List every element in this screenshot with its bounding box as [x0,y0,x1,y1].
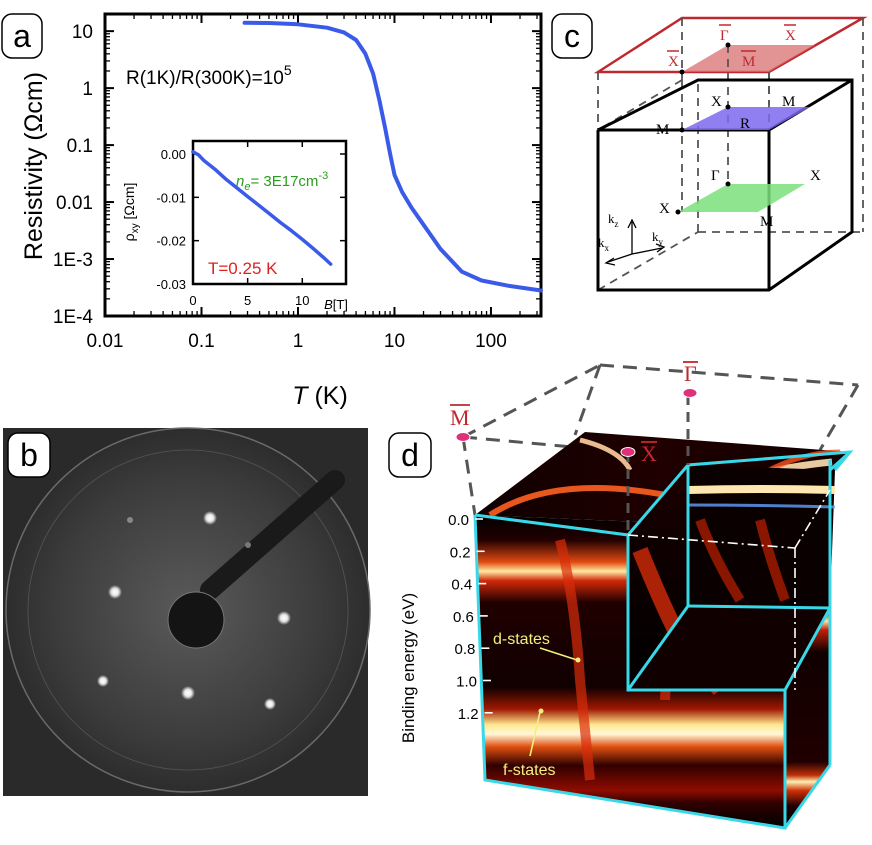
panel-c: c [551,13,868,292]
svg-text:kx: kx [598,235,610,253]
y-tick-label: 10 [72,22,93,43]
svg-text:R: R [740,116,750,132]
plane-gamma [678,184,805,212]
ratio-annotation: R(1K)/R(300K)=105 [126,62,292,89]
hall-curve [191,150,333,266]
inset-ylabel: ρxy [Ωcm] [121,183,141,242]
energy-tick-label: 0.2 [450,544,471,561]
surface-bz-quadrant [682,45,815,72]
inset-y-tick-label: 0.00 [161,147,186,162]
energy-tick-label: 0.0 [448,512,469,529]
d-states-label: d-states [493,631,550,648]
panel-b: b [3,427,371,796]
inset-y-tick-label: -0.02 [156,234,186,249]
svg-text:M: M [782,94,795,110]
svg-text:c: c [564,18,580,54]
diffraction-spots [97,511,291,710]
panel-label-b: b [7,432,51,478]
bz-points [675,42,731,215]
k-axis-labels: kz ky kx [598,211,664,253]
main-plot-frame [103,12,543,318]
main-xlabel: T (K) [292,382,348,410]
energy-tick-label: 1.2 [458,706,479,723]
gun-shaft [200,470,345,600]
inset-ticks: 0 5 10 0.00 -0.01 -0.02 -0.03 [156,141,346,308]
inset-x-tick-label: 10 [295,293,309,308]
x-tick-label: 0.1 [188,331,214,352]
svg-text:kz: kz [608,211,619,229]
bz-labels: Γ X X M X M M R Γ X X M [656,24,821,230]
svg-text:X: X [641,441,657,466]
svg-text:X: X [785,28,796,44]
x-tick-label: 0.01 [87,331,124,352]
svg-text:M: M [656,122,669,138]
inset-x-tick-label: 0 [189,293,196,308]
svg-text:b: b [20,437,38,473]
axis-guides [627,489,831,690]
svg-text:d: d [401,437,419,473]
gun-shadow [167,591,225,649]
panel-label-d: d [388,432,432,478]
energy-tick-label: 0.8 [455,641,476,658]
x-tick-label: 100 [475,331,507,352]
panel-label-a: a [1,13,43,59]
svg-text:M: M [760,214,773,230]
energy-tick-label: 1.0 [456,674,477,691]
svg-text:M: M [450,405,470,430]
energy-ticks: 0.0 0.2 0.4 0.6 0.8 1.0 1.2 [448,512,493,723]
y-tick-label: 1E-4 [53,307,94,328]
k-axes [604,218,666,266]
svg-text:a: a [13,18,31,54]
panel-d: d [388,361,860,830]
main-ylabel: Resistivity (Ωcm) [20,72,48,260]
x-tick-label: 1 [293,331,304,352]
svg-text:X: X [659,201,670,217]
svg-text:M: M [742,54,755,70]
y-tick-label: 0.01 [56,193,93,214]
arpes-side-face [785,608,830,828]
inset-density: ne= 3E17cm-3 [236,170,328,193]
f-states-label: f-states [503,762,555,779]
svg-text:X: X [668,54,679,70]
x-tick-label: 10 [384,331,405,352]
energy-tick-label: 0.6 [453,609,474,626]
arpes-points [455,388,698,457]
inset-xlabel: B[T] [324,297,348,312]
energy-tick-label: 0.4 [451,577,472,594]
inset-temperature: T=0.25 K [208,259,278,278]
arpes-ylabel: Binding energy (eV) [399,593,418,743]
inset-y-tick-label: -0.03 [156,277,186,292]
resistivity-curve [242,20,543,293]
y-tick-label: 0.1 [67,136,93,157]
inset-y-tick-label: -0.01 [156,190,186,205]
inset-x-tick-label: 5 [244,293,251,308]
plane-xmr [682,107,810,130]
svg-text:Γ: Γ [684,361,697,386]
y-tick-label: 1E-3 [53,250,93,271]
arpes-point-labels: M X Γ [450,361,698,466]
svg-text:X: X [810,168,821,184]
svg-text:Γ: Γ [711,168,720,184]
svg-text:X: X [711,94,722,110]
projection-lines [597,18,864,291]
y-tick-label: 1 [82,79,93,100]
svg-text:Γ: Γ [720,28,729,44]
panel-label-c: c [551,13,593,59]
svg-text:ky: ky [652,229,664,247]
